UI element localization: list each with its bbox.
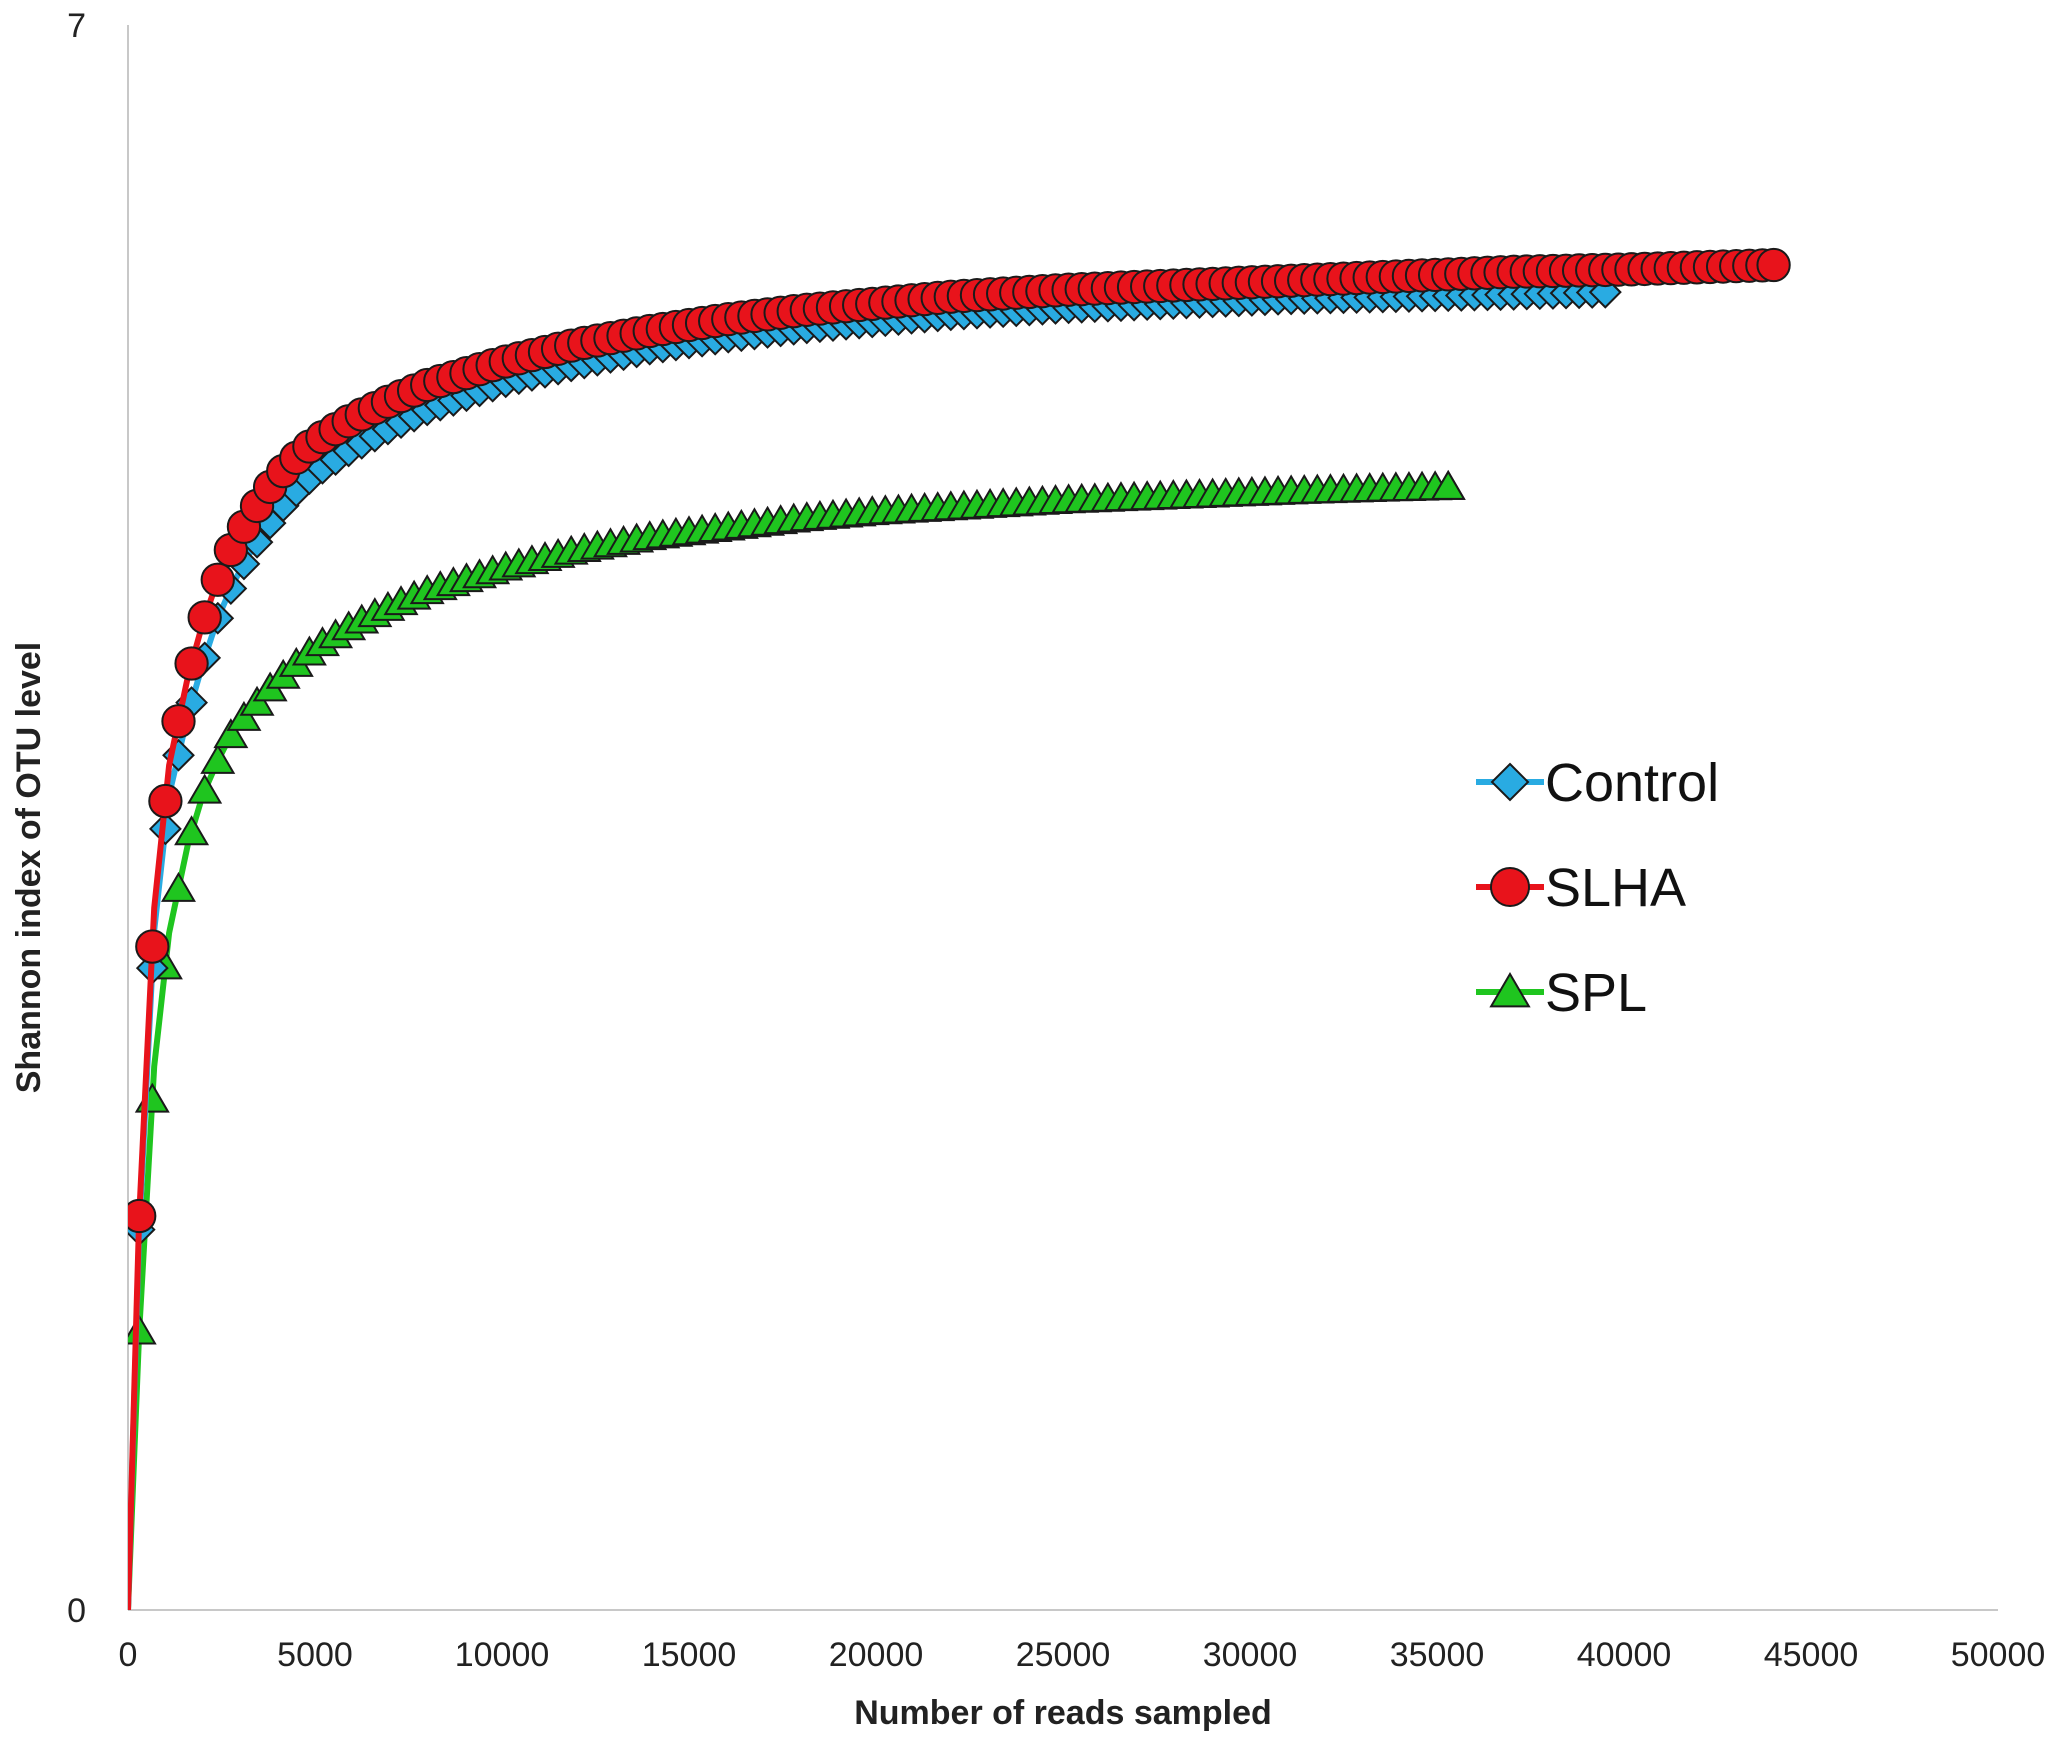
legend-marker-triangle	[1489, 972, 1531, 1008]
axes: 0 5000 10000 15000 20000 25000 30000 35000 40000…	[67, 7, 2045, 1674]
x-tick-label: 45000	[1764, 1636, 1859, 1674]
data-point	[134, 1082, 170, 1113]
x-tick-label: 35000	[1390, 1636, 1485, 1674]
series-layer	[128, 247, 1791, 1610]
series-slha	[128, 247, 1791, 1610]
x-tick-label: 5000	[277, 1636, 353, 1674]
x-tick-label: 25000	[1016, 1636, 1111, 1674]
data-point	[160, 871, 196, 902]
data-point	[200, 743, 236, 774]
series-line-slha	[128, 262, 1774, 1610]
legend-marker-circle	[1490, 867, 1530, 907]
data-point	[174, 646, 209, 681]
legend-item-spl: SPL	[1476, 963, 1647, 1023]
x-axis-title: Number of reads sampled	[854, 1694, 1272, 1732]
x-tick-label: 30000	[1203, 1636, 1298, 1674]
data-point	[148, 783, 183, 819]
data-point	[174, 815, 210, 846]
series-spl	[128, 469, 1466, 1610]
x-tick-label: 0	[119, 1636, 138, 1674]
y-tick-label: 0	[67, 1592, 86, 1630]
x-tick-label: 15000	[642, 1636, 737, 1674]
data-point	[226, 700, 262, 731]
x-tick-label: 40000	[1577, 1636, 1672, 1674]
data-point	[213, 718, 249, 749]
legend-item-control: Control	[1476, 753, 1719, 813]
data-point	[161, 704, 196, 739]
x-tick-label: 50000	[1951, 1636, 2046, 1674]
legend-marker-diamond	[1490, 762, 1530, 802]
legend-label: Control	[1545, 753, 1719, 813]
data-point	[1756, 247, 1791, 283]
legend-label: SPL	[1545, 963, 1647, 1023]
legend: Control SLHA SPL	[1476, 753, 1719, 1023]
data-point	[187, 773, 223, 804]
x-tick-label: 10000	[455, 1636, 550, 1674]
y-axis-title: Shannon index of OTU level	[10, 642, 48, 1094]
data-point	[1430, 469, 1466, 500]
data-point	[128, 1198, 157, 1234]
data-point	[187, 600, 222, 635]
legend-item-slha: SLHA	[1476, 858, 1686, 918]
y-tick-label: 7	[67, 7, 86, 45]
data-point	[200, 562, 235, 597]
legend-label: SLHA	[1545, 858, 1686, 918]
data-point	[135, 929, 170, 964]
x-tick-label: 20000	[829, 1636, 924, 1674]
